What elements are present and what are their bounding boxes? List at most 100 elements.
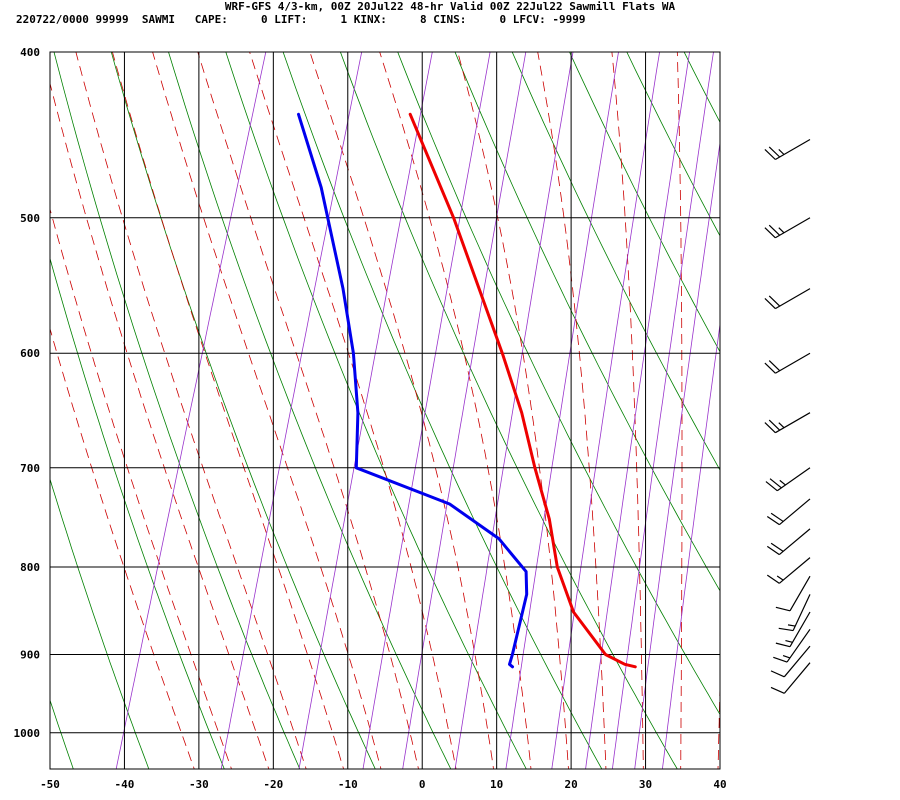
wind-barb xyxy=(770,645,811,678)
barb-staff xyxy=(786,628,811,663)
barb-full xyxy=(778,627,794,632)
barb-half xyxy=(779,479,786,486)
x-tick-label: 10 xyxy=(490,778,503,791)
dry-adiabat xyxy=(168,52,452,769)
barb-half xyxy=(787,624,796,627)
mixing-ratio-line xyxy=(611,52,714,769)
barb-full xyxy=(768,360,781,372)
barb-staff xyxy=(775,138,811,161)
barb-full xyxy=(764,227,776,239)
barb-half xyxy=(778,149,785,155)
barb-half xyxy=(778,227,785,234)
dry-adiabat xyxy=(50,257,225,769)
dry-adiabat xyxy=(50,699,74,769)
barb-staff xyxy=(783,662,811,694)
barb-half xyxy=(776,575,784,581)
y-tick-label: 600 xyxy=(20,347,40,360)
dry-adiabat xyxy=(110,52,376,769)
moist-adiabat xyxy=(249,52,457,769)
wind-barb xyxy=(764,288,811,310)
dry-adiabat xyxy=(282,52,603,769)
mixing-ratio-line xyxy=(634,140,720,769)
y-tick-label: 400 xyxy=(20,46,40,59)
mixing-ratio-line xyxy=(298,52,433,769)
barb-full xyxy=(768,419,781,431)
dry-adiabat xyxy=(397,52,720,716)
mixing-ratio-line xyxy=(454,52,574,769)
plot-frame xyxy=(49,51,721,770)
dry-adiabat xyxy=(225,52,527,769)
wind-barbs xyxy=(764,138,811,694)
barb-staff xyxy=(775,288,811,310)
moist-adiabat xyxy=(50,207,232,769)
moist-adiabat xyxy=(152,52,382,769)
wind-barb xyxy=(765,467,811,492)
barb-staff xyxy=(778,498,811,526)
barb-full xyxy=(766,545,780,556)
dewpoint-line xyxy=(297,112,529,669)
moist-adiabat xyxy=(309,52,494,769)
y-tick-label: 1000 xyxy=(14,727,41,740)
barb-full xyxy=(764,148,776,160)
x-tick-label: -40 xyxy=(115,778,135,791)
wind-barb xyxy=(773,628,811,663)
y-tick-label: 800 xyxy=(20,561,40,574)
moist-adiabat xyxy=(111,52,345,769)
moist-adiabat xyxy=(611,52,644,769)
moist-adiabat xyxy=(537,52,607,769)
barb-staff xyxy=(792,594,811,631)
x-tick-label: 20 xyxy=(564,778,577,791)
background-lines xyxy=(50,33,900,776)
barb-staff xyxy=(783,645,811,678)
barb-full xyxy=(764,362,776,374)
moist-adiabat xyxy=(197,52,419,769)
wind-barb xyxy=(766,528,811,556)
barb-full xyxy=(770,670,785,678)
x-tick-label: -10 xyxy=(338,778,358,791)
moist-adiabat xyxy=(50,82,270,769)
barb-full xyxy=(768,224,781,236)
mixing-ratio-line xyxy=(402,52,527,769)
wind-barb xyxy=(775,611,811,648)
barb-full xyxy=(769,478,782,489)
barb-half xyxy=(778,422,785,429)
wind-barb xyxy=(764,217,811,239)
barb-full xyxy=(770,686,785,694)
x-tick-label: -20 xyxy=(263,778,283,791)
barb-full xyxy=(768,146,781,158)
dry-adiabat xyxy=(511,52,720,471)
wind-barb xyxy=(766,557,811,584)
dry-adiabat xyxy=(626,52,720,237)
dry-adiabat xyxy=(50,477,150,769)
wind-barb xyxy=(775,575,811,612)
wind-barb xyxy=(764,412,811,434)
barb-full xyxy=(770,512,784,522)
x-tick-label: -50 xyxy=(40,778,60,791)
dry-adiabat xyxy=(683,52,720,124)
wind-barb xyxy=(766,498,811,526)
barb-full xyxy=(766,516,780,526)
wind-barb xyxy=(764,138,811,161)
barb-staff xyxy=(778,557,811,584)
mixing-ratio-line xyxy=(220,52,363,769)
barb-full xyxy=(766,574,780,584)
barb-half xyxy=(785,639,793,643)
axis-tick-labels: -50 -40 -30 -20 -10 0 10 20 30 40 400 500 600 700 800 9… xyxy=(14,46,727,791)
chart-title: WRF-GFS 4/3-km, 00Z 20Jul22 48-hr Valid … xyxy=(224,0,676,13)
x-tick-label: 0 xyxy=(419,778,426,791)
dry-adiabat xyxy=(732,33,900,776)
moist-adiabat xyxy=(75,52,307,769)
moist-adiabat xyxy=(676,52,683,769)
barb-full xyxy=(764,298,776,310)
dry-adiabat xyxy=(339,52,678,769)
x-tick-label: -30 xyxy=(189,778,209,791)
wind-barb xyxy=(778,594,811,632)
dry-adiabat xyxy=(454,52,720,592)
barb-staff xyxy=(789,575,811,612)
dry-adiabat xyxy=(53,52,301,769)
barb-full xyxy=(773,656,788,663)
y-tick-label: 900 xyxy=(20,648,40,661)
wind-barb xyxy=(770,662,811,694)
x-tick-label: 40 xyxy=(713,778,726,791)
